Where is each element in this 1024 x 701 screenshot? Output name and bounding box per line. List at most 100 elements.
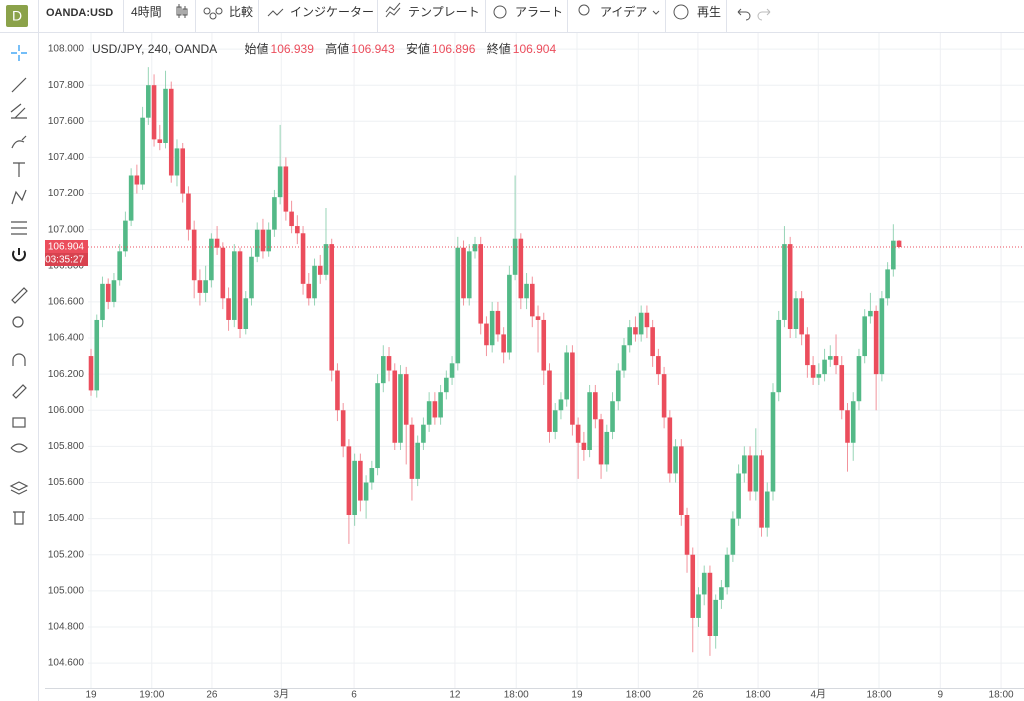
candle-body — [323, 244, 329, 275]
candle-body — [650, 327, 655, 357]
candle-body — [759, 455, 764, 528]
trash-tool[interactable] — [13, 511, 25, 525]
candle-body — [455, 247, 461, 364]
legend-symbol[interactable]: USD/JPY, 240, OANDA — [92, 42, 218, 56]
templates-button[interactable]: テンプレート — [408, 5, 480, 19]
line-tool[interactable] — [11, 77, 27, 93]
x-tick-label: 18:00 — [504, 690, 529, 701]
x-tick-label: 19 — [571, 690, 583, 701]
x-tick-label: 26 — [206, 690, 218, 701]
power-tool[interactable] — [12, 248, 26, 262]
y-tick-label: 107.600 — [48, 116, 85, 127]
candle-body — [673, 446, 678, 474]
candle-body — [873, 310, 879, 375]
candle-body — [432, 401, 438, 418]
candle-body — [833, 356, 839, 366]
candle-body — [719, 587, 724, 600]
candle-body — [174, 148, 180, 176]
candle-body — [868, 310, 873, 317]
candle-body — [570, 352, 575, 425]
interval-button[interactable]: 4時間 — [131, 5, 162, 19]
candle-body — [891, 240, 896, 270]
legend-close-label: 終値 — [486, 42, 511, 56]
candle-body — [753, 455, 759, 492]
symbol-button[interactable]: OANDA:USD — [46, 7, 113, 19]
redo-button[interactable] — [757, 8, 771, 21]
candle-body — [627, 327, 633, 346]
compare-button[interactable]: 比較 — [229, 4, 253, 19]
legend-low: 106.896 — [432, 42, 476, 56]
candle-body — [283, 166, 289, 212]
left-toolbar — [9, 45, 29, 525]
chart-type-icon[interactable] — [176, 4, 188, 18]
candle-body — [312, 265, 317, 299]
alerts-icon[interactable] — [493, 5, 507, 19]
candle-body — [220, 247, 226, 299]
ideas-dropdown[interactable] — [652, 10, 660, 15]
alerts-button[interactable]: アラート — [515, 5, 563, 19]
replay-button[interactable]: 再生 — [697, 5, 721, 19]
lock-tool[interactable] — [12, 417, 26, 428]
chart-legend: USD/JPY, 240, OANDA 始値 106.939 高値 106.943 … — [92, 40, 564, 57]
avatar[interactable] — [6, 5, 28, 27]
layers-tool[interactable] — [9, 481, 29, 495]
magnet-tool[interactable] — [12, 353, 26, 366]
candle-body — [180, 148, 186, 194]
candle-body — [805, 334, 810, 366]
fib-tool[interactable] — [10, 103, 27, 119]
candle-body — [151, 85, 157, 140]
candle-body — [730, 518, 736, 555]
templates-icon[interactable] — [385, 2, 401, 18]
candle-body — [415, 442, 420, 479]
candle-body — [879, 298, 885, 375]
candle-body — [547, 370, 552, 432]
candle-body — [386, 356, 392, 371]
ruler-tool[interactable] — [11, 287, 28, 304]
candle-body — [191, 229, 197, 281]
brush-tool[interactable] — [11, 135, 27, 149]
avatar-letter: D — [12, 8, 22, 24]
candle-body — [289, 211, 294, 227]
indicators-icon[interactable] — [267, 8, 284, 17]
pattern-tool[interactable] — [11, 189, 27, 205]
candle-body — [352, 460, 357, 515]
compare-icon[interactable] — [203, 7, 223, 20]
undo-button[interactable] — [737, 8, 751, 21]
x-tick-label: 3月 — [274, 689, 290, 701]
candle-body — [300, 233, 306, 284]
candle-body — [186, 193, 191, 230]
candle-body — [541, 319, 547, 371]
prediction-tool[interactable] — [11, 221, 27, 235]
candle-body — [524, 283, 529, 299]
visibility-tool[interactable] — [10, 443, 28, 453]
indicators-button[interactable]: インジケーター — [290, 5, 374, 19]
zoom-tool[interactable] — [12, 316, 24, 328]
legend-low-label: 安値 — [406, 42, 431, 56]
replay-icon[interactable] — [673, 4, 689, 20]
candle-body — [277, 166, 283, 198]
y-tick-label: 107.400 — [48, 152, 85, 163]
x-tick-label: 18:00 — [866, 690, 891, 701]
candle-body — [587, 392, 592, 450]
candle-body — [472, 244, 478, 252]
crosshair-tool[interactable] — [11, 45, 27, 61]
candle-body — [335, 370, 340, 411]
ideas-button[interactable]: アイデア — [600, 4, 647, 19]
candle-body — [449, 363, 455, 378]
candle-body — [444, 377, 449, 393]
y-tick-label: 106.400 — [48, 333, 85, 344]
candle-body — [644, 312, 650, 328]
lock-drawings-tool[interactable] — [12, 384, 27, 399]
candle-body — [409, 424, 415, 479]
candle-body — [684, 514, 690, 555]
candle-body — [707, 572, 713, 636]
legend-high-label: 高値 — [325, 42, 350, 56]
candle-body — [822, 359, 827, 375]
candle-body — [346, 446, 352, 515]
candle-body — [535, 316, 541, 320]
candle-body — [799, 298, 804, 335]
text-tool[interactable] — [13, 162, 25, 177]
x-tick-label: 19 — [85, 690, 97, 701]
candle-body — [713, 599, 718, 636]
ideas-icon[interactable] — [578, 4, 590, 16]
